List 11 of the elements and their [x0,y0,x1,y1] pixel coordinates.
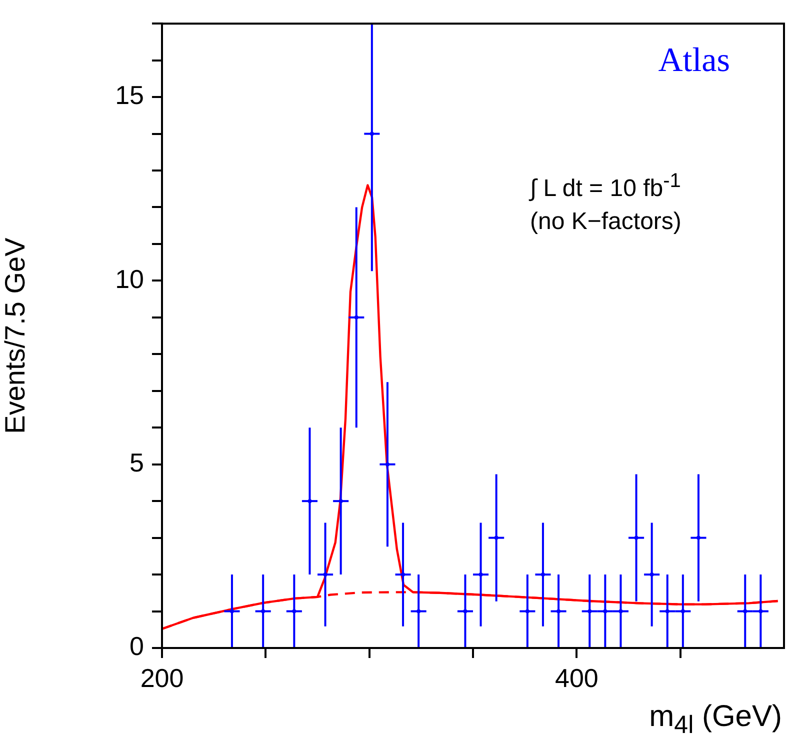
x-tick-label: 200 [140,662,184,693]
annotation: (no K−factors) [530,208,682,236]
y-tick-label: 15 [115,80,144,110]
x-tick-label: 400 [554,662,598,693]
x-axis-title: m$_{4l}$ (GeV) [649,700,782,740]
y-tick-label: 5 [130,448,144,478]
y-axis-title: Events/7.5 GeV [0,237,31,434]
y-tick-label: 0 [130,631,144,662]
annotation: ∫ L dt = 10 fb$^{-1}$ [530,170,681,203]
y-tick-label: 10 [115,264,144,294]
annotation: Atlas [658,42,730,80]
